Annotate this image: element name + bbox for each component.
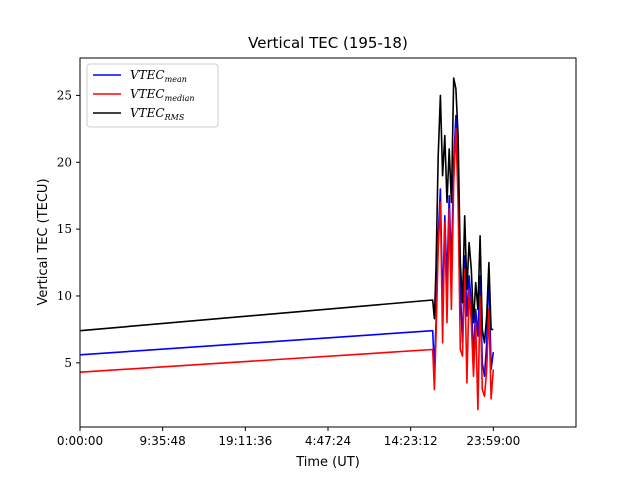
series-line-median <box>79 128 495 411</box>
y-tick-label: 15 <box>57 222 72 236</box>
legend-label-subscript: mean <box>165 75 187 84</box>
y-tick-label: 20 <box>57 155 72 169</box>
x-tick-label: 23:59:00 <box>466 434 520 448</box>
x-tick-label: 14:23:12 <box>384 434 438 448</box>
legend-label-subscript: RMS <box>164 113 185 122</box>
legend-label-subscript: median <box>165 94 195 103</box>
series-line-rms <box>79 77 494 344</box>
y-axis-label: Vertical TEC (TECU) <box>36 178 51 305</box>
legend-box <box>86 63 219 128</box>
x-axis-ticks: 0:00:00 9:35:48 19:11:36 4:47:24 14:23:12 23:… <box>57 427 520 448</box>
y-tick-label: 25 <box>57 88 72 102</box>
legend-label-base: VTEC <box>130 68 165 82</box>
legend-label-rms: VTECRMS <box>130 106 185 122</box>
y-axis-ticks: 5 10 15 20 25 <box>57 88 80 370</box>
plot-series <box>79 77 495 411</box>
x-tick-label: 0:00:00 <box>57 434 103 448</box>
legend-label-base: VTEC <box>130 87 165 101</box>
x-tick-label: 4:47:24 <box>305 434 351 448</box>
x-tick-label: 19:11:36 <box>218 434 272 448</box>
y-tick-label: 10 <box>57 289 72 303</box>
legend-label-mean: VTECmean <box>130 68 187 84</box>
legend-label-median: VTECmedian <box>130 87 195 103</box>
series-line-mean <box>79 114 495 378</box>
chart-title: Vertical TEC (195-18) <box>248 34 408 52</box>
y-tick-label: 5 <box>64 356 72 370</box>
legend-label-base: VTEC <box>130 106 165 120</box>
x-axis-label: Time (UT) <box>295 455 360 470</box>
x-tick-label: 9:35:48 <box>140 434 186 448</box>
